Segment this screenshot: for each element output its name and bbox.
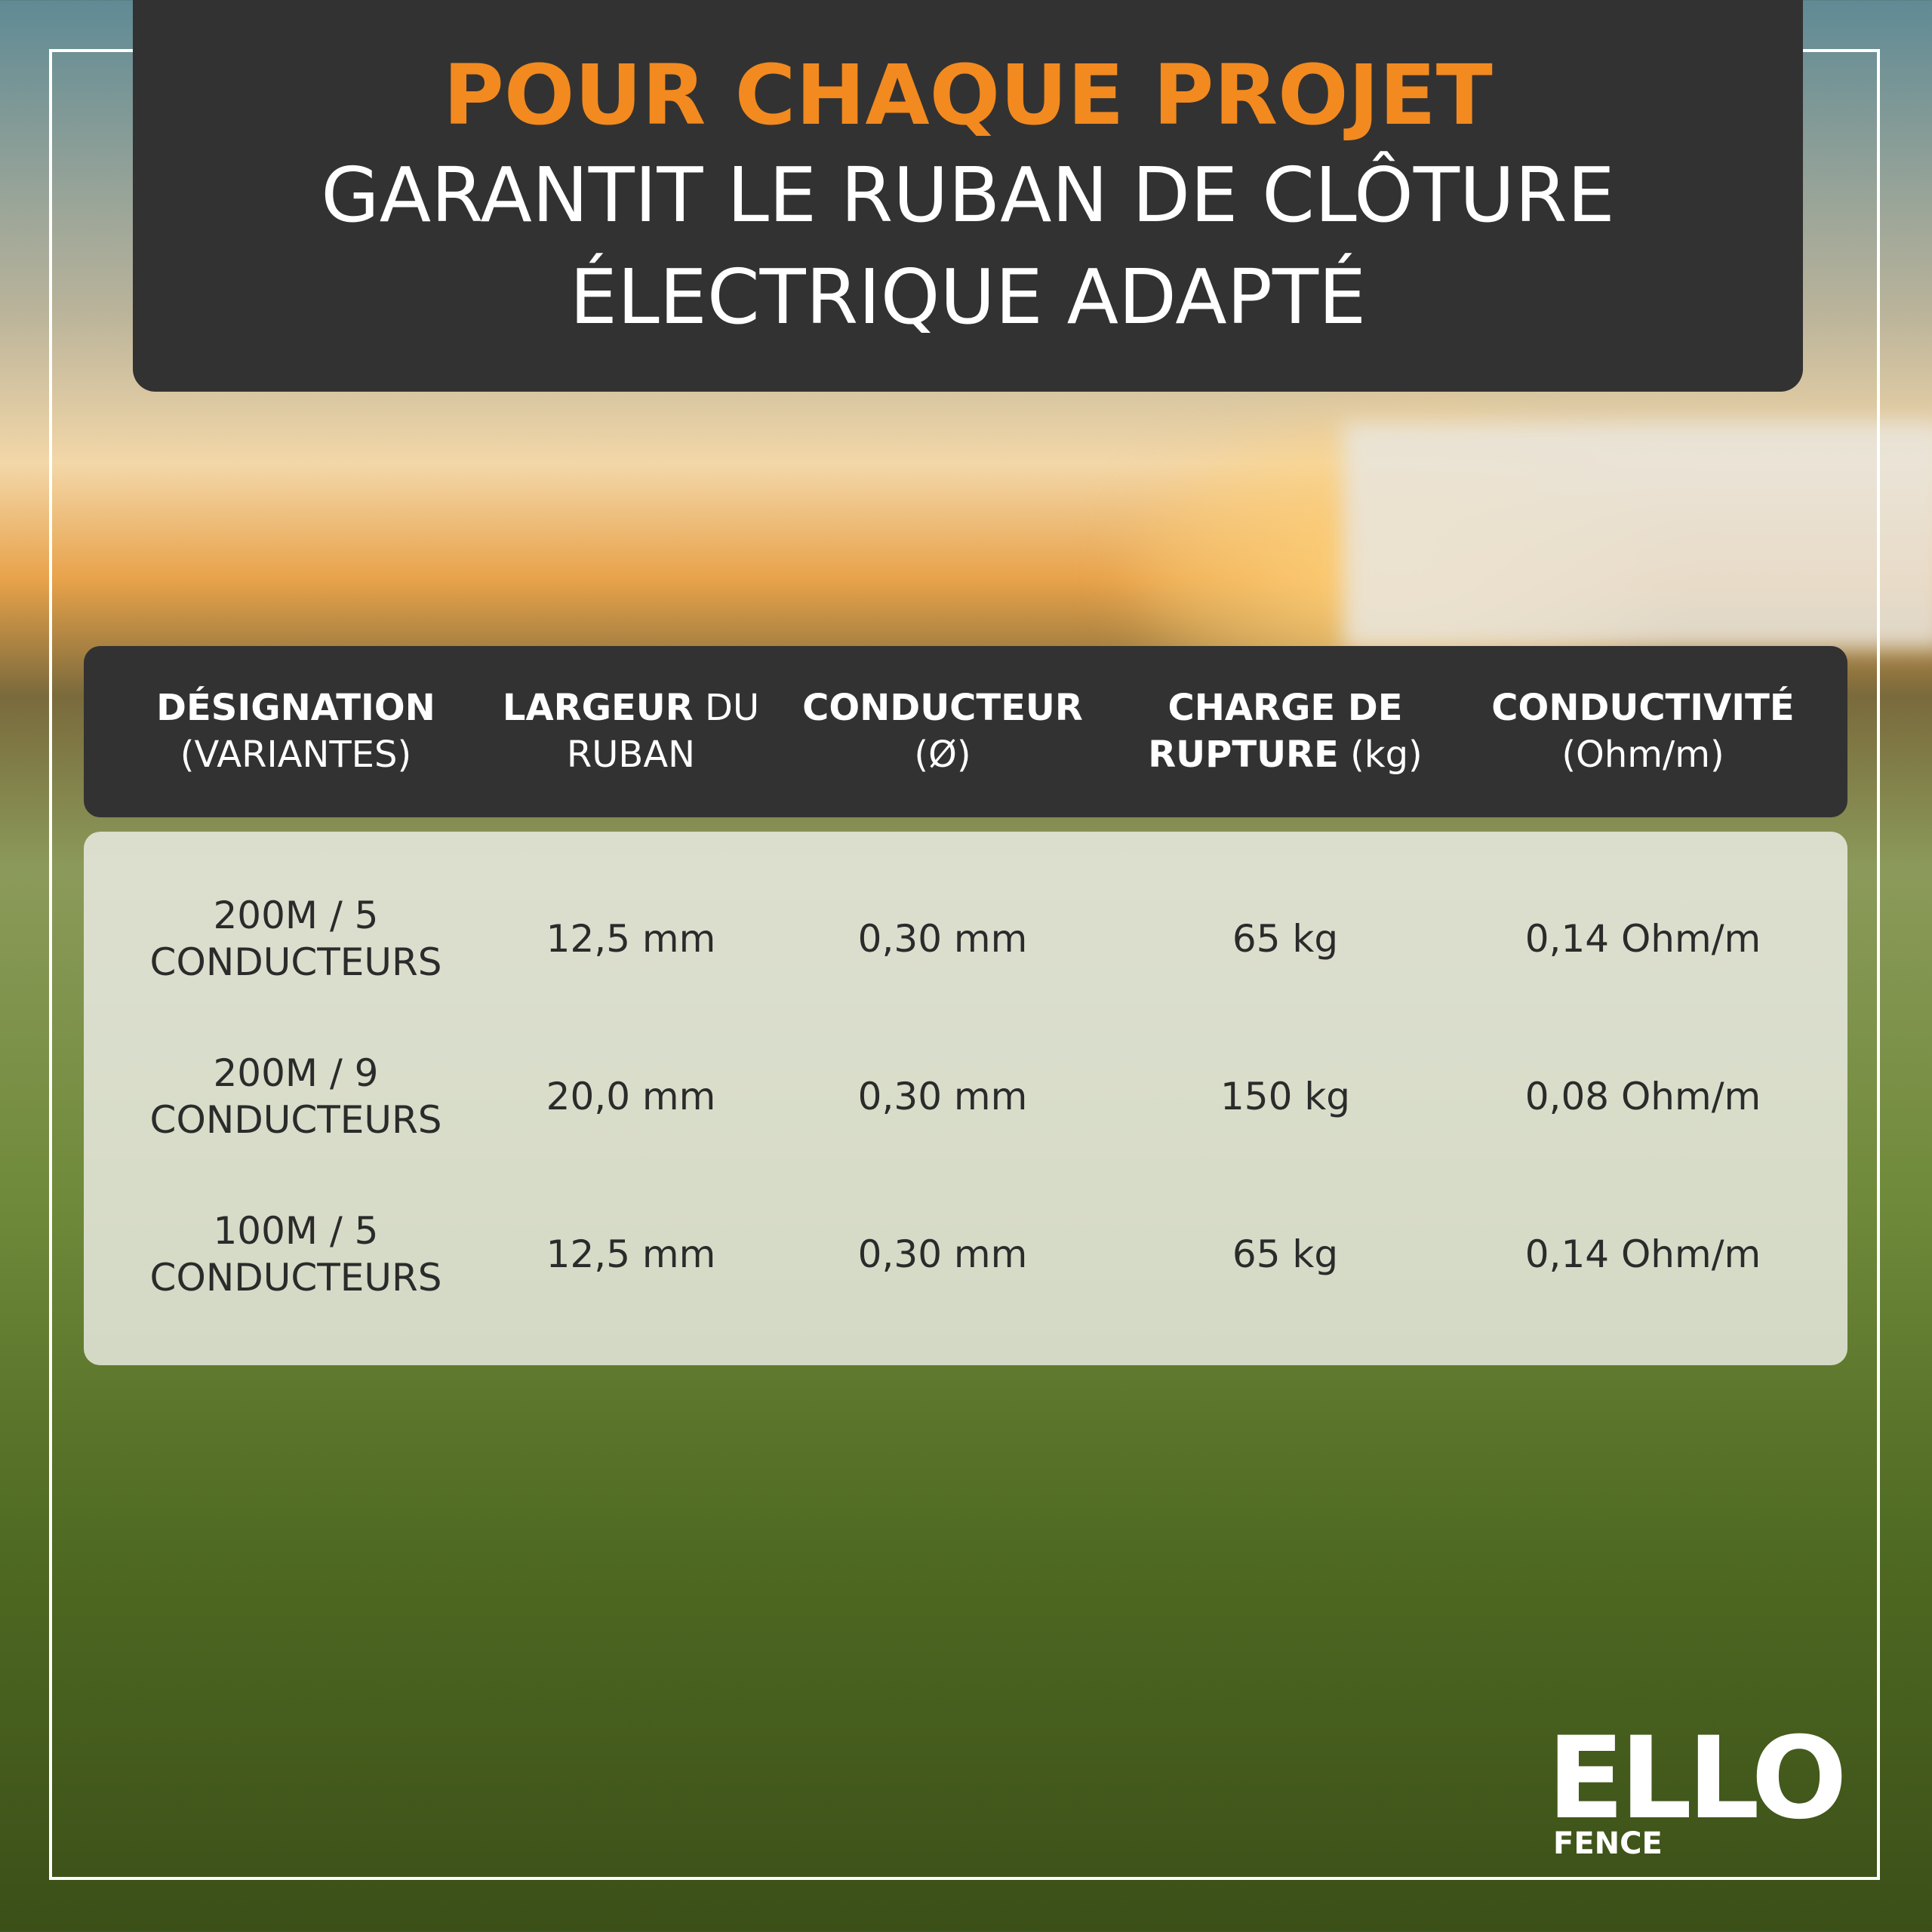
table-cell: 0,14 Ohm/m	[1524, 1232, 1761, 1276]
logo: ELLO FENCE	[1547, 1713, 1847, 1861]
table-cell: 200M / 5 CONDUCTEURS	[150, 892, 442, 986]
cell-line: CONDUCTEURS	[149, 1256, 442, 1300]
column-header: CONDUCTEUR (Ø)	[769, 685, 1116, 778]
cell-line: 200M / 9	[213, 1051, 379, 1095]
column-header: CHARGE DE RUPTURE (kg)	[1142, 685, 1429, 778]
table-body: 200M / 5 CONDUCTEURS 12,5 mm 0,30 mm 65 kg 0,…	[84, 832, 1847, 1365]
table-header: DÉSIGNATION (VARIANTES) LARGEUR DU RUBAN C…	[84, 646, 1847, 817]
table-cell: 20,0 mm	[546, 1075, 716, 1118]
header-normal: DU RUBAN	[566, 687, 760, 776]
cell-line: CONDUCTEURS	[149, 940, 442, 984]
title: POUR CHAQUE PROJET	[443, 47, 1493, 143]
table-cell: 65 kg	[1232, 1232, 1339, 1276]
column-header: CONDUCTIVITÉ (Ohm/m)	[1469, 685, 1817, 778]
table-cell: 200M / 9 CONDUCTEURS	[150, 1050, 442, 1143]
house-blur	[1343, 423, 1932, 649]
column-header: LARGEUR DU RUBAN	[457, 685, 804, 778]
subtitle: ÉLECTRIQUE ADAPTÉ	[569, 253, 1367, 341]
header-normal: (Ohm/m)	[1561, 734, 1724, 776]
cell-line: CONDUCTEURS	[149, 1098, 442, 1142]
table-cell: 150 kg	[1220, 1075, 1351, 1118]
header-bold: DÉSIGNATION	[156, 687, 435, 729]
table-cell: 0,30 mm	[857, 1075, 1028, 1118]
header-bold: CONDUCTIVITÉ	[1491, 687, 1795, 729]
cell-line: 200M / 5	[213, 894, 379, 937]
header-bold: CHARGE DE RUPTURE	[1148, 687, 1403, 776]
table-cell: 0,14 Ohm/m	[1524, 917, 1761, 961]
table-cell: 0,30 mm	[857, 917, 1028, 961]
table-cell: 12,5 mm	[546, 917, 716, 961]
table-cell: 100M / 5 CONDUCTEURS	[150, 1208, 442, 1301]
header-bold: LARGEUR	[502, 687, 694, 729]
header: POUR CHAQUE PROJET GARANTIT LE RUBAN DE …	[133, 0, 1803, 392]
column-header: DÉSIGNATION (VARIANTES)	[122, 685, 469, 778]
subtitle: GARANTIT LE RUBAN DE CLÔTURE	[321, 151, 1615, 239]
table-cell: 12,5 mm	[546, 1232, 716, 1276]
logo-brand: ELLO	[1547, 1713, 1847, 1844]
header-bold: CONDUCTEUR	[802, 687, 1083, 729]
header-normal: (kg)	[1350, 734, 1423, 776]
table-cell: 0,08 Ohm/m	[1524, 1075, 1761, 1118]
table-cell: 0,30 mm	[857, 1232, 1028, 1276]
logo-tagline: FENCE	[1553, 1826, 1663, 1861]
header-normal: (VARIANTES)	[180, 734, 412, 776]
header-normal: (Ø)	[914, 734, 971, 776]
table-cell: 65 kg	[1232, 917, 1339, 961]
cell-line: 100M / 5	[213, 1209, 379, 1253]
